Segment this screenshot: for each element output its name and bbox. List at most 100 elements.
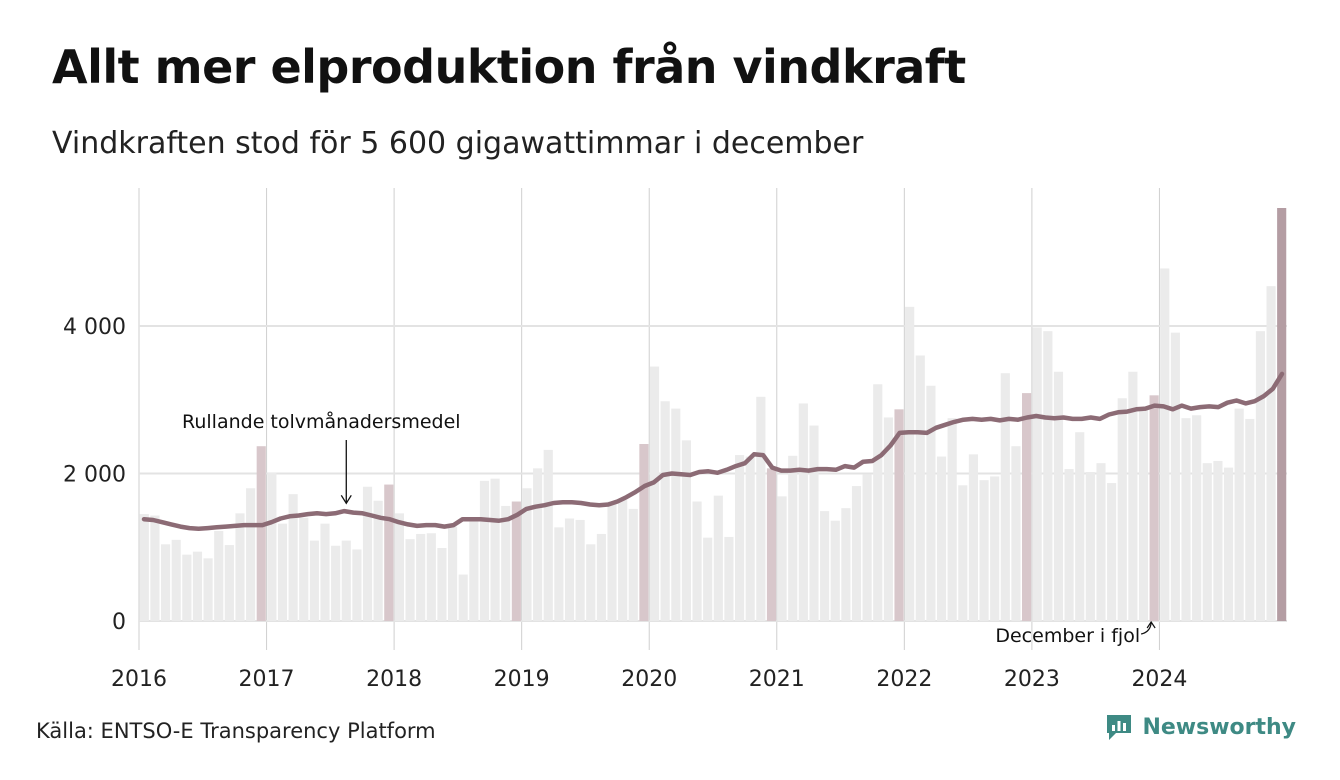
bar-month-52 bbox=[681, 440, 691, 621]
bar-month-65 bbox=[820, 511, 830, 621]
bar-month-44 bbox=[596, 533, 606, 621]
x-tick-label-2023: 2023 bbox=[1004, 667, 1060, 692]
bar-month-87 bbox=[1053, 371, 1064, 621]
bar-month-14 bbox=[277, 523, 288, 621]
bar-month-57 bbox=[735, 455, 745, 621]
bar-month-101 bbox=[1202, 463, 1212, 621]
bar-month-74 bbox=[915, 355, 925, 621]
bar-month-63 bbox=[798, 403, 808, 621]
bar-month-91 bbox=[1096, 463, 1106, 621]
bar-month-24 bbox=[384, 484, 394, 621]
bar-month-97 bbox=[1160, 268, 1170, 621]
bar-month-50 bbox=[660, 401, 670, 621]
bar-month-54 bbox=[703, 537, 713, 621]
bar-month-92 bbox=[1107, 483, 1117, 621]
chart-title: Allt mer elproduktion från vindkraft bbox=[52, 40, 966, 94]
bar-month-1 bbox=[139, 514, 149, 621]
axis-layer: 0 2 000 4 000 2016 2017 2018 2019 2020 2021 2022 2… bbox=[63, 315, 1187, 692]
bar-month-100 bbox=[1192, 415, 1202, 621]
bar-month-68 bbox=[851, 486, 862, 621]
bar-month-29 bbox=[437, 547, 447, 621]
bar-month-73 bbox=[905, 306, 915, 621]
bar-month-53 bbox=[692, 501, 702, 621]
bar-month-59 bbox=[756, 396, 766, 621]
bar-month-58 bbox=[745, 456, 755, 621]
bar-month-30 bbox=[448, 526, 458, 621]
annotation-arrowhead-rolling-average bbox=[340, 494, 352, 505]
bar-month-103 bbox=[1223, 467, 1234, 621]
bar-month-86 bbox=[1043, 331, 1053, 621]
bar-month-45 bbox=[607, 501, 617, 621]
annotation-layer: Rullande tolvmånadersmedel December i fjo… bbox=[182, 410, 1156, 647]
bar-month-82 bbox=[1000, 373, 1010, 621]
bar-month-56 bbox=[724, 536, 734, 621]
rolling-average-line bbox=[141, 371, 1285, 532]
bar-month-34 bbox=[490, 478, 500, 621]
bar-month-10 bbox=[235, 513, 245, 621]
bar-month-70 bbox=[873, 384, 883, 621]
bar-month-36 bbox=[511, 501, 521, 621]
bar-month-17 bbox=[309, 540, 319, 621]
newsworthy-logo: Newsworthy bbox=[1104, 712, 1296, 742]
bar-month-107 bbox=[1266, 286, 1276, 621]
bar-month-23 bbox=[373, 500, 383, 621]
bar-month-69 bbox=[862, 474, 872, 621]
bar-month-84 bbox=[1022, 393, 1032, 621]
bar-month-43 bbox=[586, 544, 596, 621]
bar-month-7 bbox=[203, 558, 213, 621]
x-tick-label-2018: 2018 bbox=[366, 667, 422, 692]
bar-layer bbox=[139, 208, 1287, 621]
bar-month-85 bbox=[1032, 327, 1042, 621]
bar-month-20 bbox=[341, 540, 351, 621]
bar-month-35 bbox=[501, 505, 511, 621]
bar-month-8 bbox=[214, 531, 224, 621]
x-tick-label-2021: 2021 bbox=[749, 667, 805, 692]
bar-month-51 bbox=[671, 408, 681, 621]
bar-month-46 bbox=[618, 500, 628, 621]
y-tick-label: 2 000 bbox=[63, 463, 126, 488]
chart-subtitle: Vindkraften stod för 5 600 gigawattimmar… bbox=[52, 126, 864, 161]
bar-month-96 bbox=[1149, 395, 1159, 621]
bar-month-75 bbox=[926, 385, 936, 621]
bar-month-26 bbox=[405, 539, 415, 621]
bar-month-99 bbox=[1181, 418, 1191, 621]
bar-month-80 bbox=[979, 480, 989, 621]
bar-month-3 bbox=[161, 544, 171, 621]
source-note: Källa: ENTSO-E Transparency Platform bbox=[36, 719, 436, 743]
bar-month-11 bbox=[246, 488, 256, 621]
bar-month-66 bbox=[830, 520, 840, 621]
bar-month-76 bbox=[936, 456, 947, 621]
bar-month-77 bbox=[947, 418, 957, 621]
bar-month-79 bbox=[968, 454, 978, 621]
bar-month-47 bbox=[628, 508, 638, 621]
annotation-arrowhead-december-last-year bbox=[1146, 620, 1156, 629]
bar-month-22 bbox=[362, 486, 373, 621]
bar-month-21 bbox=[352, 549, 362, 621]
bar-month-88 bbox=[1064, 469, 1074, 621]
bar-month-49 bbox=[649, 366, 660, 621]
bar-month-90 bbox=[1085, 472, 1095, 621]
bar-month-81 bbox=[990, 476, 1000, 621]
bar-month-48 bbox=[639, 444, 649, 621]
bar-month-62 bbox=[788, 455, 798, 621]
bar-month-67 bbox=[841, 508, 851, 621]
bar-month-105 bbox=[1245, 418, 1255, 621]
bar-month-104 bbox=[1234, 408, 1244, 621]
bar-month-98 bbox=[1170, 332, 1180, 621]
bar-month-18 bbox=[320, 523, 330, 621]
bar-month-41 bbox=[564, 518, 575, 621]
bar-month-33 bbox=[479, 480, 490, 621]
bar-month-78 bbox=[958, 485, 968, 621]
bar-month-6 bbox=[192, 551, 203, 621]
bar-month-9 bbox=[224, 545, 234, 621]
bar-month-19 bbox=[331, 545, 341, 621]
bar-month-31 bbox=[458, 574, 468, 621]
y-tick-label: 4 000 bbox=[63, 315, 126, 340]
rolling-average-layer bbox=[141, 371, 1285, 532]
bar-month-83 bbox=[1011, 446, 1021, 621]
bar-month-13 bbox=[267, 472, 277, 621]
annotation-december-last-year: December i fjol bbox=[995, 625, 1140, 647]
bar-month-2 bbox=[150, 515, 160, 621]
y-tick-label: 0 bbox=[112, 610, 126, 635]
